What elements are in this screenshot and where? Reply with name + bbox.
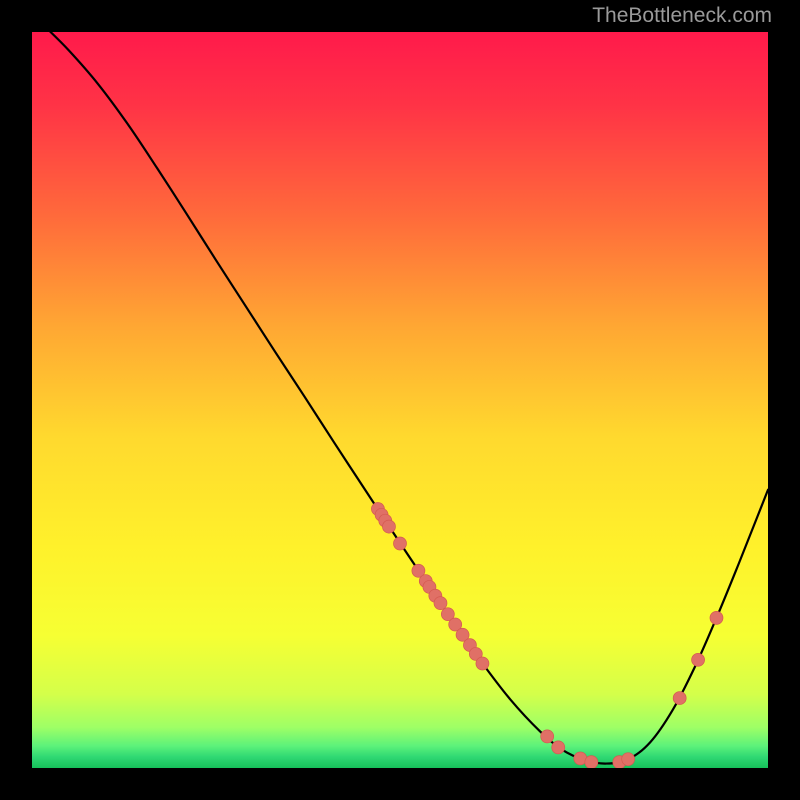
scatter-point xyxy=(710,611,723,624)
scatter-point xyxy=(541,730,554,743)
scatter-point xyxy=(394,537,407,550)
plot-background xyxy=(32,32,768,768)
scatter-point xyxy=(476,657,489,670)
scatter-point xyxy=(552,741,565,754)
scatter-point xyxy=(434,597,447,610)
scatter-point xyxy=(692,653,705,666)
scatter-point xyxy=(585,756,598,769)
scatter-point xyxy=(673,692,686,705)
scatter-point xyxy=(622,753,635,766)
scatter-point xyxy=(382,520,395,533)
chart-stage: TheBottleneck.com xyxy=(0,0,800,800)
bottleneck-chart xyxy=(0,0,800,800)
